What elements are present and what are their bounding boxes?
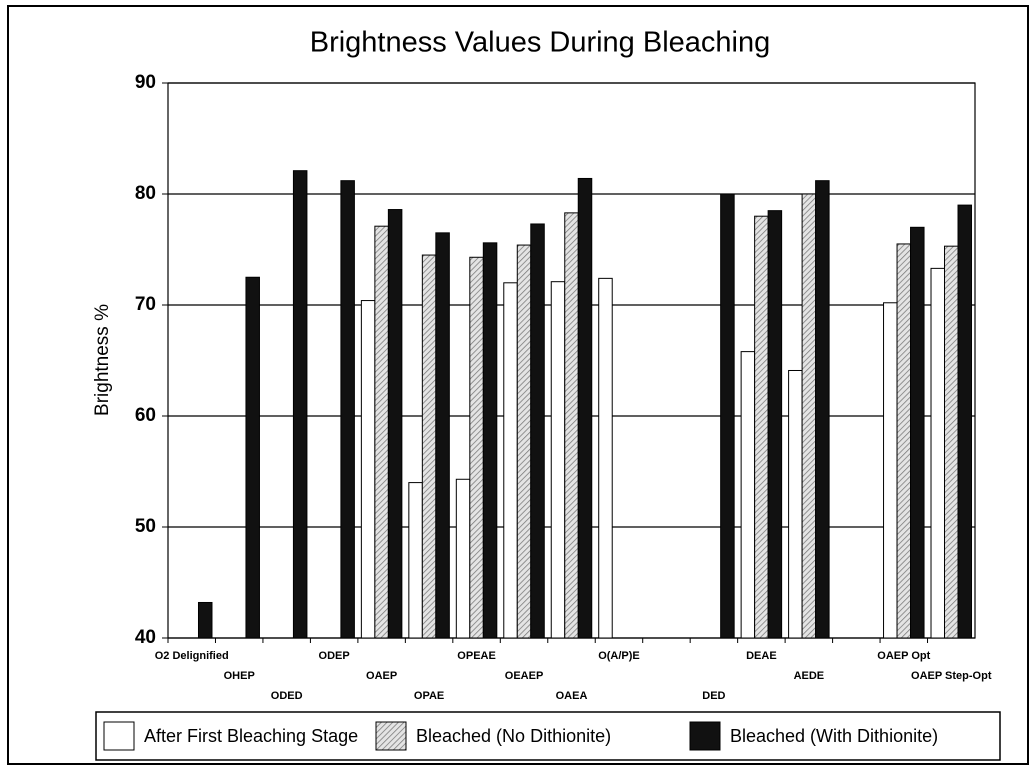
legend-swatch [375,721,407,751]
x-tick-label: ODED [271,690,303,702]
y-tick-label: 70 [135,294,156,315]
legend-label: Bleached (No Dithionite) [416,726,611,746]
x-tick-label: OPEAE [457,650,496,662]
frame [7,5,1029,765]
bar [577,177,593,639]
legend-box [95,711,1001,761]
bar [720,193,735,639]
y-tick-label: 80 [135,183,156,204]
x-tick-label: OAEP Opt [877,650,930,662]
bar [408,482,423,639]
bar [767,210,783,639]
bar [435,232,450,639]
bar [374,225,389,639]
bar [516,244,532,639]
bar [896,243,912,639]
bar [469,256,484,639]
bar [530,223,545,639]
x-tick-label: DED [702,690,725,702]
x-tick-label: O(A/P)E [598,650,640,662]
x-tick-label: OAEA [556,690,588,702]
y-axis-label: Brightness % [92,304,113,416]
x-tick-label: OHEP [224,670,255,682]
bar [564,212,579,639]
bar [550,281,566,639]
x-tick-label: OAEP [366,670,397,682]
x-tick-label: DEAE [746,650,777,662]
bar [598,277,613,639]
bar [455,478,471,639]
bar [957,204,973,639]
bar [930,267,946,639]
bar [754,215,769,639]
y-tick-label: 60 [135,405,156,426]
bar [944,245,959,639]
bar [245,276,260,639]
bar [360,300,376,639]
x-tick-label: ODEP [319,650,350,662]
bar [503,282,518,639]
bar [740,351,756,639]
x-tick-label: OAEP Step-Opt [911,670,992,682]
x-tick-label: AEDE [794,670,825,682]
x-tick-label: O2 Delignified [155,650,229,662]
bar [910,226,925,639]
bar [387,209,403,639]
bar [801,193,817,639]
x-tick-label: OPAE [414,690,444,702]
chart-title: Brightness Values During Bleaching [310,27,771,59]
y-tick-label: 90 [135,72,156,93]
bar [482,242,498,639]
y-tick-label: 50 [135,516,156,537]
x-tick-label: OEAEP [505,670,544,682]
bar [883,302,898,639]
bar [292,170,308,639]
bar [815,180,830,639]
bar [197,601,213,639]
legend-swatch [689,721,721,751]
bar [421,254,437,639]
bar [340,180,355,639]
legend-label: After First Bleaching Stage [144,726,358,746]
bar [788,369,803,639]
legend-swatch [103,721,135,751]
legend-label: Bleached (With Dithionite) [730,726,938,746]
y-tick-label: 40 [135,627,156,648]
